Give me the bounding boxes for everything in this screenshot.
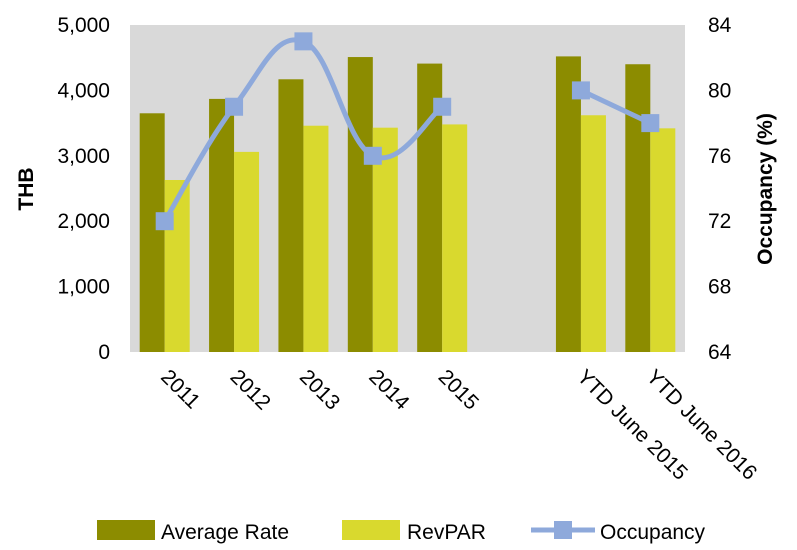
y2-axis-title: Occupancy (%): [754, 113, 777, 265]
legend-label-average-rate: Average Rate: [161, 521, 289, 544]
legend-swatch-revpar: [342, 520, 400, 540]
bar-average-rate-2013: [278, 79, 304, 353]
occupancy-marker-ytd-june-2016: [641, 114, 660, 133]
occupancy-marker-ytd-june-2015: [571, 81, 590, 100]
bar-revpar-2014: [372, 127, 398, 352]
occupancy-marker-2015: [433, 97, 452, 116]
bar-average-rate-2014: [347, 57, 373, 353]
y2-tick-label: 84: [708, 14, 732, 37]
bars-layer: [139, 56, 676, 353]
legend: Average Rate RevPAR Occupancy: [97, 520, 706, 544]
y-axis-ticks: 0 1,000 2,000 3,000 4,000 5,000: [57, 14, 110, 364]
legend-swatch-average-rate: [97, 520, 155, 540]
y-tick-label: 0: [98, 341, 110, 364]
y2-tick-label: 76: [708, 145, 731, 168]
bar-revpar-2011: [164, 179, 190, 352]
occupancy-marker-2013: [294, 32, 313, 51]
y-tick-label: 3,000: [57, 145, 110, 168]
line-layer: [155, 32, 660, 231]
occupancy-marker-2014: [363, 146, 382, 165]
x-tick-label-2012: 2012: [226, 365, 275, 414]
bar-average-rate-2011: [139, 113, 165, 352]
legend-item-occupancy: Occupancy: [531, 521, 706, 544]
y-axis-title: THB: [15, 167, 38, 210]
bar-revpar-ytd-june-2016: [650, 128, 676, 352]
legend-label-revpar: RevPAR: [407, 521, 486, 544]
y2-tick-label: 72: [708, 210, 731, 233]
x-tick-label-2013: 2013: [295, 365, 344, 414]
y2-tick-label: 64: [708, 341, 732, 364]
legend-label-occupancy: Occupancy: [600, 521, 706, 544]
bar-revpar-ytd-june-2015: [580, 115, 606, 352]
x-tick-label-2015: 2015: [434, 365, 483, 414]
bar-revpar-2015: [442, 124, 468, 353]
bar-revpar-2013: [303, 125, 329, 352]
y2-tick-label: 68: [708, 276, 731, 299]
y2-tick-label: 80: [708, 79, 731, 102]
bar-average-rate-ytd-june-2015: [555, 56, 581, 352]
y-tick-label: 5,000: [57, 14, 110, 37]
x-tick-label-2011: 2011: [156, 365, 204, 413]
x-tick-label-2014: 2014: [364, 365, 414, 415]
legend-item-revpar: RevPAR: [342, 520, 486, 544]
legend-marker-occupancy: [554, 521, 572, 539]
occupancy-marker-2011: [155, 212, 174, 231]
y2-axis-ticks: 64 68 72 76 80 84: [708, 14, 732, 364]
y-tick-label: 2,000: [57, 210, 110, 233]
bar-average-rate-ytd-june-2016: [625, 64, 651, 353]
y-tick-label: 4,000: [57, 79, 110, 102]
occupancy-marker-2012: [225, 97, 244, 116]
bar-revpar-2012: [234, 151, 260, 352]
legend-item-average-rate: Average Rate: [97, 520, 289, 544]
y-tick-label: 1,000: [57, 276, 110, 299]
